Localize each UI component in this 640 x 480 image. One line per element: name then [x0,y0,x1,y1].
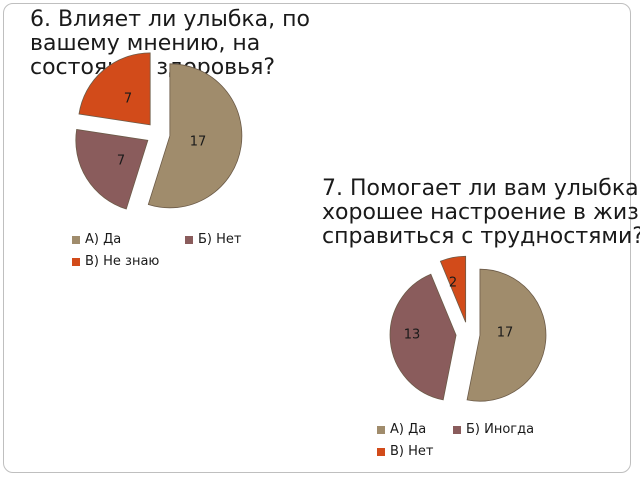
legend-item: Б) Иногда [453,422,534,437]
legend-label: В) Не знаю [85,254,160,269]
data-label-net: 7 [117,154,125,169]
slide-frame [3,3,631,473]
legend-swatch-da [72,235,80,244]
legend-label: В) Нет [390,444,434,459]
pie-slice-inogda [389,273,457,401]
data-label-ne-znayu: 7 [124,92,132,107]
legend-swatch-da [377,425,385,434]
pie-slice-da [466,268,547,402]
data-label-da: 17 [190,135,207,150]
legend-item: В) Нет [377,444,433,459]
legend-item: Б) Нет [185,232,241,247]
pie-slice-net [75,128,149,210]
pie-chart-question-7: 17 13 2 [389,255,547,402]
legend-swatch-net [185,235,193,244]
data-label-net: 2 [449,276,457,291]
legend-label: А) Да [85,232,122,247]
legend-item: А) Да [72,232,121,247]
data-label-inogda: 13 [404,328,421,343]
legend-swatch-net [377,447,385,456]
data-label-da: 17 [497,326,514,341]
legend-item: А) Да [377,422,426,437]
legend-label: А) Да [390,422,427,437]
legend-label: Б) Иногда [466,422,535,437]
legend-item: В) Не знаю [72,254,159,269]
pie-slice-ne-znayu [78,52,151,126]
pie-slice-net [439,255,467,323]
legend-label: Б) Нет [198,232,242,247]
slide-title-question-7: 7. Помогает ли вам улыбка, хорошее настр… [322,176,640,249]
legend-swatch-ne-znayu [72,257,80,266]
pie-slice-da [147,63,243,209]
legend-swatch-inogda [453,425,461,434]
